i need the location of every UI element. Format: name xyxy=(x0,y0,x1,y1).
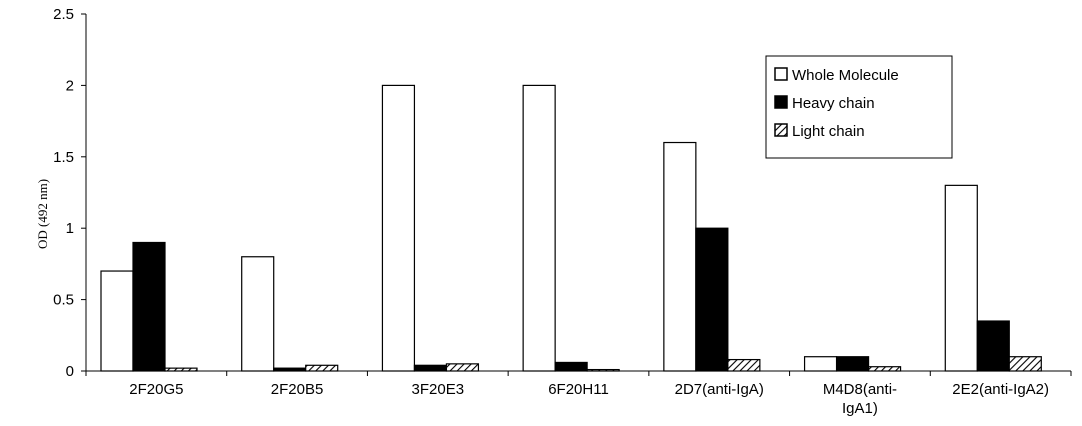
bar-heavy-chain xyxy=(273,367,307,372)
y-tick-label: 1 xyxy=(66,220,74,237)
legend-swatch xyxy=(774,67,788,81)
y-tick-label: 2 xyxy=(66,77,74,94)
legend-label: Heavy chain xyxy=(792,95,875,112)
legend-swatch xyxy=(774,95,788,109)
bar-whole-molecule xyxy=(241,256,275,372)
category-label: IgA1) xyxy=(842,400,878,417)
bar-heavy-chain xyxy=(695,227,729,372)
bar-light-chain xyxy=(445,363,480,372)
bar-heavy-chain xyxy=(835,356,870,372)
bar-whole-molecule xyxy=(663,141,697,372)
labels: 2F20G5 2F20B5 3F20E3 6F20H11 2D7(anti-IgA) M4… xyxy=(129,381,1049,417)
bar-light-chain xyxy=(867,366,902,372)
bar-heavy-chain xyxy=(132,241,166,372)
y-tick-label: 2.5 xyxy=(53,6,74,23)
y-tick-label: 0.5 xyxy=(53,292,74,309)
bars xyxy=(100,84,1042,372)
bar-whole-molecule xyxy=(381,84,416,372)
category-label: 2D7(anti-IgA) xyxy=(675,381,764,398)
y-axis-title: OD (492 nm) xyxy=(35,179,50,249)
legend-label: Whole Molecule xyxy=(792,67,899,84)
y-tick-label: 1.5 xyxy=(53,149,74,166)
category-label: 6F20H11 xyxy=(548,381,609,398)
legend: Whole Molecule Heavy chain Light chain xyxy=(765,55,953,159)
legend-box xyxy=(765,55,953,159)
bar-whole-molecule xyxy=(100,270,134,372)
category-label: 3F20E3 xyxy=(412,381,465,398)
bar-whole-molecule xyxy=(522,84,556,372)
bar-whole-molecule xyxy=(944,184,978,372)
legend-label: Light chain xyxy=(792,123,865,140)
bar-heavy-chain xyxy=(413,364,448,372)
bar-light-chain xyxy=(586,368,620,372)
category-label: 2E2(anti-IgA2) xyxy=(952,381,1049,398)
bar-light-chain xyxy=(164,367,198,372)
bar-light-chain xyxy=(305,364,339,372)
bar-light-chain xyxy=(1008,356,1042,372)
bar-light-chain xyxy=(727,358,761,372)
bar-whole-molecule xyxy=(803,356,838,372)
y-tick-label: 0 xyxy=(66,363,74,380)
category-label: M4D8(anti- xyxy=(823,381,897,398)
bar-heavy-chain xyxy=(976,320,1010,372)
bar-heavy-chain xyxy=(554,361,588,372)
category-label: 2F20B5 xyxy=(271,381,324,398)
legend-swatch xyxy=(774,123,788,137)
category-label: 2F20G5 xyxy=(129,381,183,398)
